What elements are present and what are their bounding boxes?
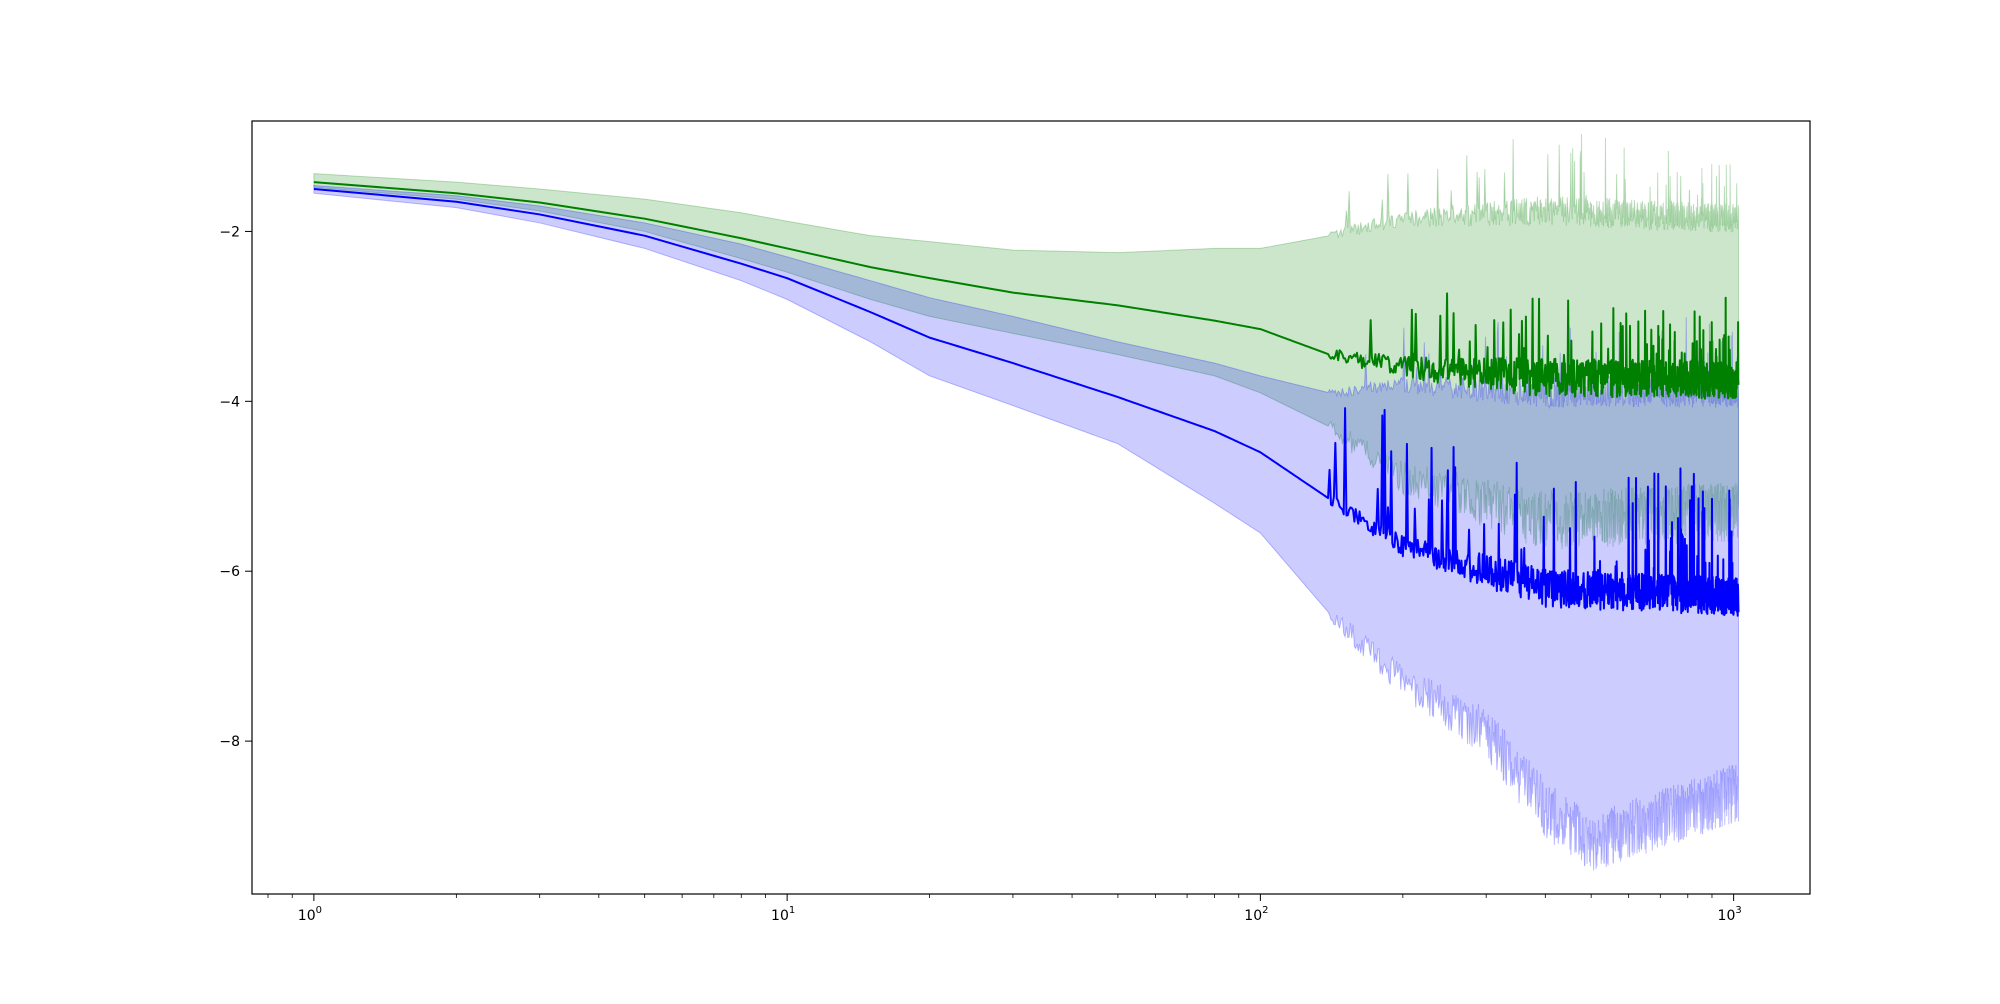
x-tick-label: 102 [1244, 905, 1268, 924]
y-axis: −2 −4 −6 −8 [219, 224, 252, 750]
series-lines [313, 181, 1740, 617]
series-2-line [313, 187, 1740, 617]
x-axis: 100 101 102 103 [267, 894, 1742, 924]
y-tick-label: −8 [219, 734, 240, 750]
series-1-line [313, 181, 1740, 400]
x-tick-label: 103 [1718, 905, 1742, 924]
y-tick-label: −6 [219, 564, 240, 580]
x-tick-label: 100 [298, 905, 322, 924]
y-tick-label: −4 [219, 394, 240, 410]
y-tick-label: −2 [219, 224, 240, 240]
x-tick-label: 101 [771, 905, 795, 924]
confidence-bands [313, 134, 1740, 871]
plot-frame [251, 120, 1811, 895]
